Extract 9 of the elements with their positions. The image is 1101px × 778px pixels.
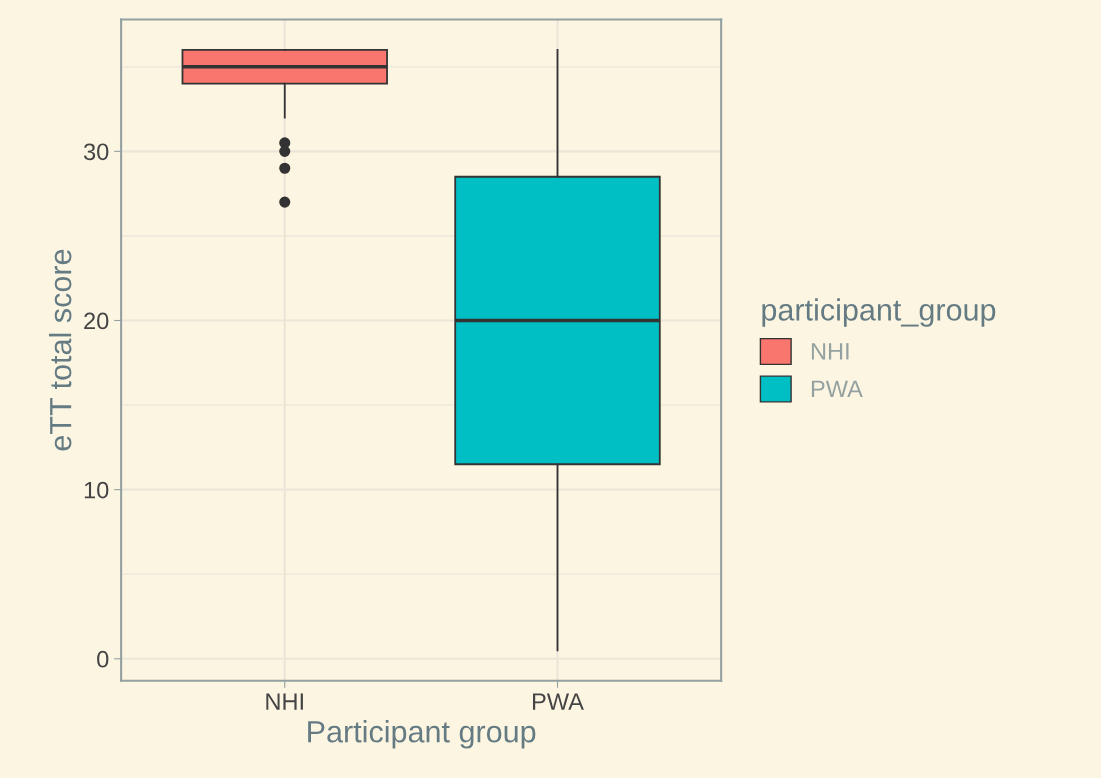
legend-title: participant_group (762, 298, 996, 327)
y-axis-title: eTT total score (49, 249, 72, 451)
legend-label: PWA (811, 380, 863, 397)
x-axis-title: Participant group (308, 720, 536, 749)
y-tick-label: 20 (84, 312, 109, 330)
y-tick-label: 30 (83, 143, 109, 161)
y-tick-label: 0 (97, 650, 109, 668)
y-tick-label: 10 (84, 481, 109, 499)
legend-label: NHI (811, 343, 849, 360)
